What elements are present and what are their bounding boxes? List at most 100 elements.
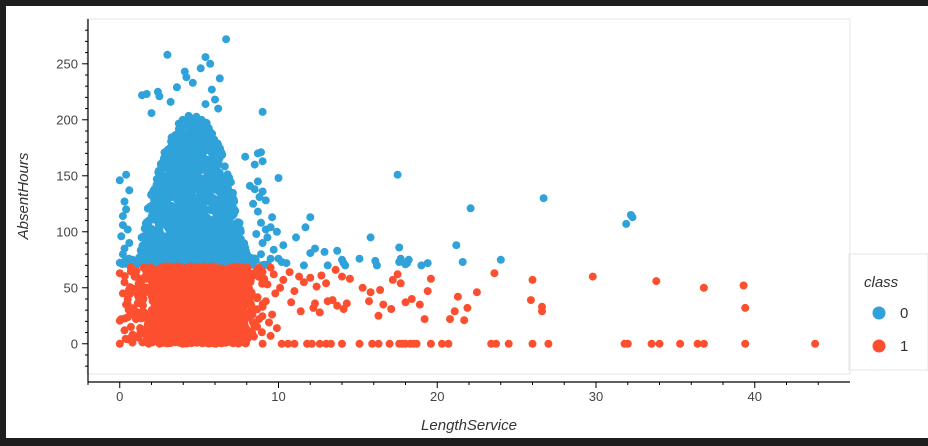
point-class-1 [296,307,305,316]
point-class-1 [219,313,228,321]
point-class-1 [191,324,200,333]
point-class-1 [588,272,597,281]
point-class-1 [251,321,260,330]
point-class-0 [539,194,548,203]
point-class-1 [279,275,288,284]
point-class-0 [274,174,283,182]
point-class-1 [180,319,189,328]
point-class-1 [144,267,153,276]
point-class-0 [279,241,288,250]
point-class-1 [258,339,267,348]
point-class-0 [171,146,180,155]
point-class-0 [142,90,151,98]
point-class-0 [182,246,191,255]
y-tick-label: 0 [71,336,78,351]
point-class-1 [174,314,183,323]
point-class-1 [163,339,172,348]
point-class-0 [156,205,165,214]
point-class-0 [496,255,505,264]
point-class-0 [266,254,275,263]
point-class-1 [234,274,243,283]
point-class-0 [207,147,215,156]
point-class-0 [292,233,300,242]
point-class-1 [268,310,277,319]
point-class-0 [185,176,194,185]
point-class-1 [202,287,211,296]
point-class-1 [204,316,213,325]
point-class-1 [179,304,188,313]
point-class-0 [204,177,213,186]
legend-box [848,253,928,371]
point-class-1 [154,321,163,330]
point-class-0 [197,187,205,196]
point-class-1 [374,311,383,320]
point-class-0 [163,162,172,171]
point-class-0 [174,194,183,203]
point-class-0 [137,249,146,258]
point-class-0 [173,208,182,217]
point-class-0 [258,239,267,247]
point-class-1 [191,316,200,325]
point-class-1 [277,339,286,348]
point-class-0 [214,175,223,184]
point-class-1 [126,322,135,331]
point-class-0 [202,137,210,146]
point-class-1 [333,301,342,310]
point-class-0 [208,183,217,192]
point-class-0 [215,145,224,154]
point-class-0 [272,227,281,236]
point-class-0 [193,235,202,244]
point-class-1 [246,273,254,282]
point-class-1 [528,339,537,348]
point-class-1 [156,305,165,313]
point-class-0 [206,59,215,68]
point-class-1 [195,305,204,314]
point-class-1 [137,277,146,285]
point-class-0 [122,170,131,179]
point-class-1 [235,336,244,345]
point-class-0 [395,243,404,252]
point-class-1 [306,273,315,282]
point-class-1 [438,339,446,348]
point-class-0 [207,234,216,242]
point-class-0 [229,220,237,229]
point-class-1 [811,339,820,348]
point-class-1 [203,267,212,276]
point-class-1 [181,295,190,304]
point-class-0 [257,218,265,227]
point-class-0 [250,160,259,169]
point-class-1 [140,288,149,297]
point-class-1 [407,295,416,303]
point-class-1 [460,316,469,325]
point-class-1 [149,305,158,314]
point-class-1 [358,283,367,292]
point-class-0 [153,249,162,258]
point-class-0 [223,170,232,179]
point-class-1 [215,289,224,298]
point-class-0 [154,221,163,229]
point-class-1 [253,294,261,303]
point-class-1 [152,332,161,341]
point-class-0 [622,219,631,228]
point-class-0 [628,213,637,222]
point-class-1 [219,265,228,274]
point-class-1 [393,270,402,279]
point-class-0 [214,157,223,166]
legend-marker-class-0 [872,306,886,320]
point-class-1 [131,287,140,296]
point-class-0 [219,218,228,227]
point-class-0 [175,184,184,193]
point-class-1 [285,268,294,277]
point-class-1 [155,339,164,348]
point-class-1 [151,269,160,278]
point-class-0 [120,197,129,206]
point-class-0 [366,233,375,242]
point-class-0 [170,165,178,174]
point-class-1 [213,306,222,315]
point-class-1 [287,298,296,307]
point-class-0 [153,179,162,188]
point-class-1 [237,282,246,291]
point-class-1 [248,310,257,319]
point-class-0 [221,244,229,253]
